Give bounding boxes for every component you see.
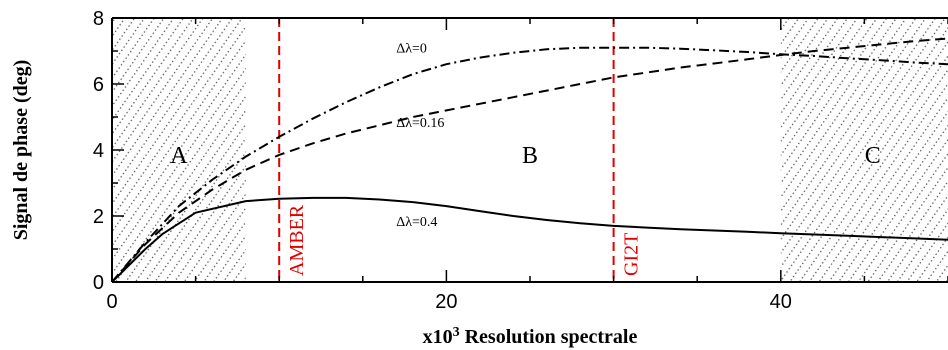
x-tick-label: 20 [435,291,457,313]
series-line-1 [112,46,948,282]
series-annotation: Δλ=0.16 [396,116,444,131]
x-axis-title-rest: Resolution spectrale [460,326,638,348]
instrument-lines: AMBER GI2T [278,18,643,282]
series-line-3 [112,196,948,282]
region-label-c: C [865,143,881,169]
y-tick-label: 0 [93,272,104,294]
region-label-b: B [522,143,538,169]
series-lines [112,37,948,282]
axis-ticks: 0 20 40 0 2 4 6 8 [93,8,948,313]
x-axis-title-sup: 3 [453,325,460,340]
x-axis-title-prefix: x10 [423,326,453,348]
x-tick-label: 0 [106,291,117,313]
x-tick-label: 40 [770,291,792,313]
vline-label-gi2t: GI2T [621,233,643,276]
series-annotation: Δλ=0 [396,42,427,57]
y-tick-label: 6 [93,74,104,96]
hatch-region-a [112,18,246,282]
region-label-a: A [170,143,188,169]
y-tick-label: 2 [93,206,104,228]
y-tick-label: 8 [93,8,104,30]
y-axis-title: Signal de phase (deg) [10,60,32,241]
vline-label-amber: AMBER [286,204,308,276]
series-line-2 [112,37,948,282]
series-annotations: Δλ=0 Δλ=0.16 Δλ=0.4 [396,42,444,230]
series-annotation: Δλ=0.4 [396,215,437,230]
x-axis-title: x103 Resolution spectrale [423,325,638,348]
y-tick-label: 4 [93,140,104,162]
region-labels: A B C [170,143,881,169]
